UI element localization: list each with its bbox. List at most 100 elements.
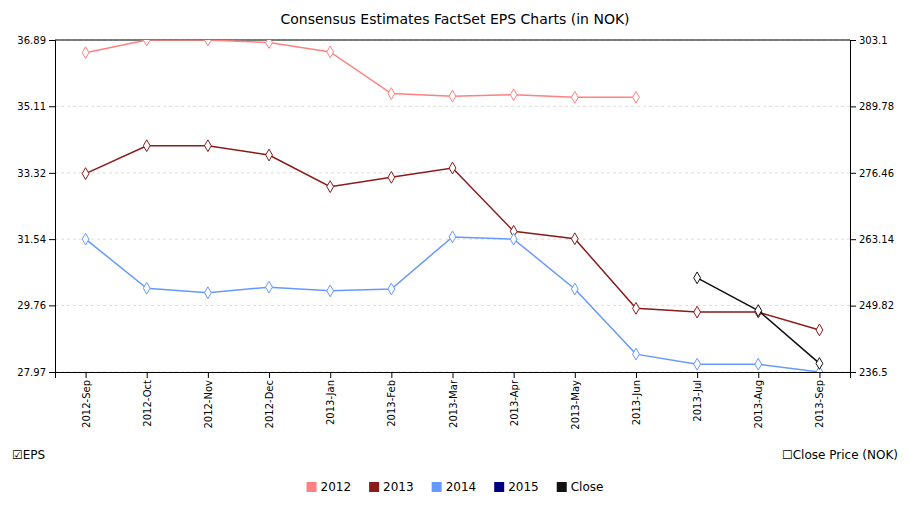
tick: 35.11 <box>17 101 55 112</box>
point <box>204 287 211 299</box>
point <box>82 233 89 245</box>
tick-label: 249.82 <box>859 300 894 311</box>
legend-label: 2012 <box>321 480 352 494</box>
legend-label: 2013 <box>383 480 414 494</box>
tick-label: 289.78 <box>859 101 894 112</box>
point <box>510 233 517 245</box>
tick-mark <box>850 372 856 373</box>
grid <box>55 40 850 372</box>
tick-label: 2013-Jan <box>325 380 336 425</box>
tick: 2013-Sep <box>814 372 825 428</box>
legend-label: Close <box>571 480 604 494</box>
point <box>143 40 150 46</box>
tick: 27.97 <box>17 367 55 378</box>
tick-label: 303.1 <box>859 35 888 46</box>
point <box>694 306 701 318</box>
tick: 236.5 <box>850 367 888 378</box>
legend-item: 2015 <box>494 480 539 494</box>
tick-label: 2012-Sep <box>81 380 92 428</box>
tick-mark <box>850 106 856 107</box>
tick: 36.89 <box>17 35 55 46</box>
point <box>755 305 762 317</box>
tick-label: 2012-Dec <box>264 380 275 428</box>
point <box>571 283 578 295</box>
tick: 2013-Jul <box>692 372 703 422</box>
point <box>266 281 273 293</box>
tick-label: 2013-Sep <box>814 380 825 428</box>
point <box>82 168 89 180</box>
tick-label: 29.76 <box>17 300 46 311</box>
legend-item: 2012 <box>307 480 352 494</box>
legend-swatch <box>369 482 379 492</box>
tick-mark <box>269 372 270 378</box>
tick-label: 2013-Feb <box>386 380 397 427</box>
point <box>571 91 578 103</box>
axis-line <box>49 41 56 373</box>
tick: 2012-Nov <box>203 372 214 429</box>
point <box>143 140 150 152</box>
tick: 2013-Aug <box>753 372 764 428</box>
point <box>694 358 701 370</box>
tick: 303.1 <box>850 35 888 46</box>
tick: 2012-Sep <box>81 372 92 428</box>
tick-mark <box>758 372 759 378</box>
tick: 249.82 <box>850 300 894 311</box>
tick-mark <box>49 40 55 41</box>
point <box>82 47 89 59</box>
tick-mark <box>330 372 331 378</box>
annotation: ☑EPS <box>12 448 45 462</box>
tick-mark <box>514 372 515 378</box>
axis-line <box>851 41 857 373</box>
legend-item: 2013 <box>369 480 414 494</box>
grid-line <box>55 106 850 107</box>
tick-label: 2012-Oct <box>142 380 153 427</box>
tick-label: 263.14 <box>859 234 894 245</box>
tick: 2013-Mar <box>448 372 459 428</box>
tick: 2013-Jun <box>631 372 642 425</box>
point <box>633 91 640 103</box>
tick-mark <box>49 173 55 174</box>
tick: 2012-Oct <box>142 372 153 427</box>
point <box>204 140 211 152</box>
tick-mark <box>208 372 209 378</box>
annotation: ☐Close Price (NOK) <box>782 448 898 462</box>
legend-item: 2014 <box>432 480 477 494</box>
tick: 29.76 <box>17 300 55 311</box>
title: Consensus Estimates FactSet EPS Charts (… <box>280 11 629 27</box>
point <box>143 282 150 294</box>
tick-mark <box>49 239 55 240</box>
tick: 263.14 <box>850 234 894 245</box>
tick-mark <box>49 106 55 107</box>
legend-label: 2015 <box>508 480 539 494</box>
tick-label: 2013-Apr <box>509 379 520 426</box>
tick: 276.46 <box>850 168 894 179</box>
point <box>327 46 334 58</box>
tick: 289.78 <box>850 101 894 112</box>
tick-label: 2012-Nov <box>203 380 214 429</box>
tick-mark <box>147 372 148 378</box>
axis-line <box>56 373 851 379</box>
tick-label: 35.11 <box>17 101 46 112</box>
point <box>388 88 395 100</box>
tick-mark <box>49 305 55 306</box>
tick-label: 36.89 <box>17 35 46 46</box>
point <box>633 348 640 360</box>
legend-swatch <box>432 482 442 492</box>
chart: 2012-Sep 2012-Oct 2012-Nov 2012-Dec 2013-Jan… <box>0 0 910 507</box>
plot-root: 2012-Sep 2012-Oct 2012-Nov 2012-Dec 2013-Jan… <box>17 34 894 430</box>
tick: 31.54 <box>17 234 55 245</box>
y2-axis: 236.5 249.82 263.14 276.46 289.78 303.1 <box>850 35 894 378</box>
tick-label: 236.5 <box>859 367 888 378</box>
tick-mark <box>697 372 698 378</box>
point <box>510 89 517 101</box>
point <box>449 90 456 102</box>
tick-mark <box>850 173 856 174</box>
tick-mark <box>391 372 392 378</box>
legend-label: 2014 <box>446 480 477 494</box>
point <box>633 302 640 314</box>
point <box>816 324 823 336</box>
point <box>327 285 334 297</box>
legend-swatch <box>494 482 504 492</box>
legend-swatch <box>307 482 317 492</box>
tick-label: 2013-Jun <box>631 380 642 425</box>
